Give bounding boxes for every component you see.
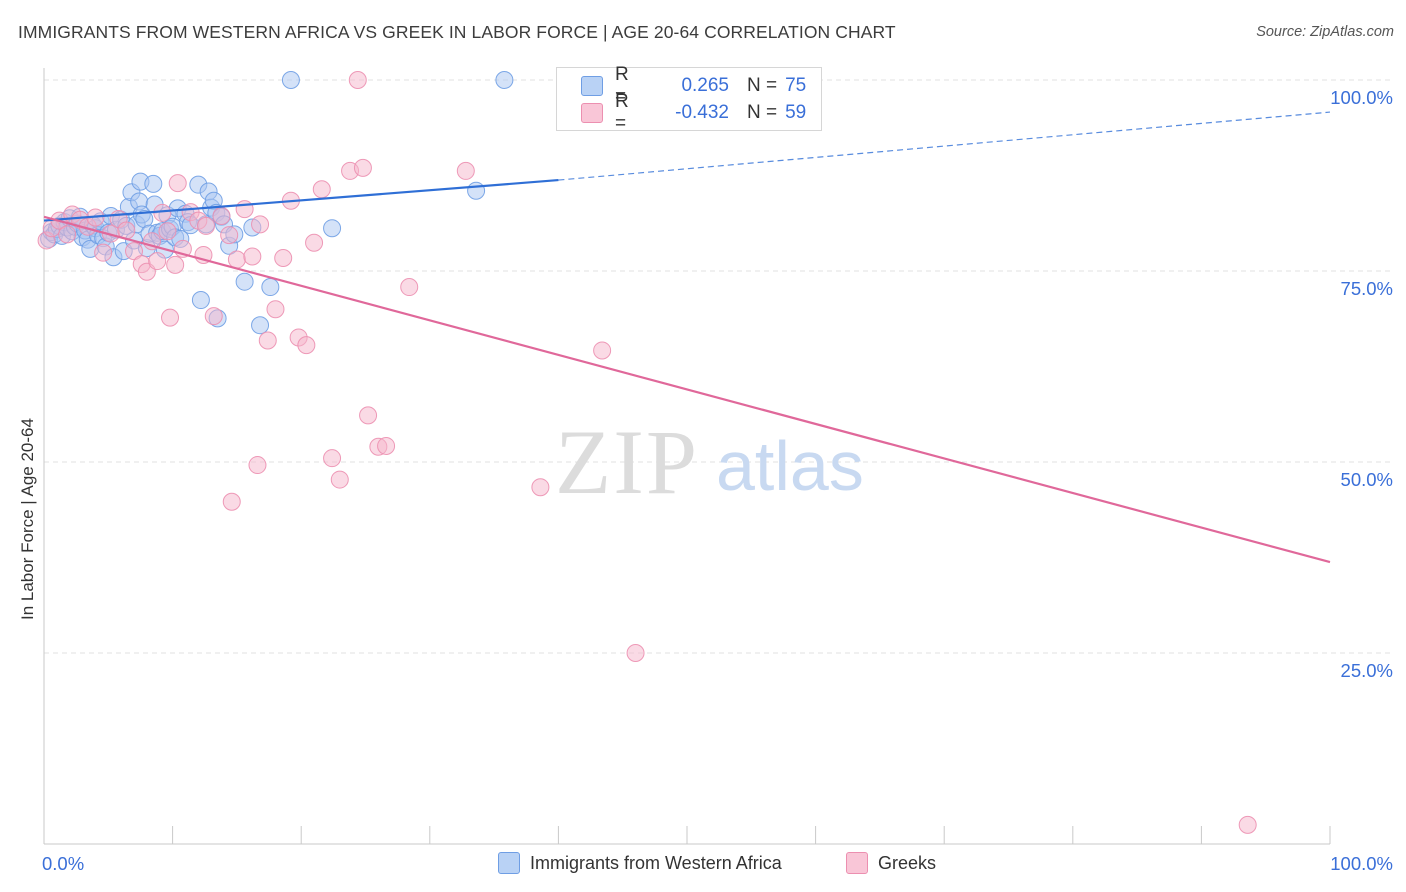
point-greeks	[348, 71, 367, 89]
correlation-legend: R = 0.265 N = 75 R = -0.432 N = 59	[556, 64, 822, 134]
point-greeks	[305, 233, 324, 252]
x-tick-label: 100.0%	[1330, 853, 1393, 874]
tick-labels: 25.0% 50.0% 75.0% 100.0% 0.0% 100.0%	[42, 87, 1393, 874]
point-western-africa	[144, 174, 163, 193]
legend-r-value: -0.432	[675, 102, 729, 123]
point-western-africa	[191, 291, 210, 310]
legend-r-value: 0.265	[681, 75, 729, 96]
point-greeks	[220, 226, 239, 245]
bottom-legend-label: Greeks	[878, 852, 937, 873]
bottom-legend-label: Immigrants from Western Africa	[530, 852, 782, 873]
point-greeks	[168, 174, 187, 193]
legend-swatch-pink	[581, 103, 603, 123]
trend-line-western-africa	[43, 178, 559, 222]
point-greeks	[161, 308, 180, 327]
legend-row-western-africa: R = 0.265 N = 75	[581, 64, 807, 107]
point-greeks	[593, 341, 612, 360]
point-greeks	[58, 225, 77, 244]
legend-swatch-blue	[581, 76, 603, 96]
point-greeks	[248, 456, 267, 475]
point-greeks	[148, 252, 167, 271]
trend-line-greeks	[43, 215, 1331, 564]
point-greeks	[323, 449, 342, 468]
point-greeks	[197, 216, 216, 235]
point-greeks	[1238, 815, 1257, 834]
point-western-africa	[281, 71, 300, 89]
legend-n-value: 59	[785, 102, 807, 123]
point-greeks	[274, 249, 293, 268]
point-western-africa	[323, 219, 342, 238]
point-greeks	[94, 243, 113, 262]
point-greeks	[166, 255, 185, 274]
y-axis-label: In Labor Force | Age 20-64	[18, 418, 37, 620]
trend-line-western-africa-extension	[558, 111, 1331, 181]
legend-n-value: 75	[785, 75, 807, 96]
point-greeks	[158, 222, 177, 241]
y-tick-label: 50.0%	[1341, 469, 1393, 490]
point-greeks	[212, 206, 231, 225]
legend-row-greeks: R = -0.432 N = 59	[581, 91, 807, 134]
point-greeks	[266, 300, 285, 319]
y-tick-label: 25.0%	[1341, 660, 1393, 681]
bottom-legend-swatch-blue	[498, 852, 520, 874]
point-greeks	[222, 492, 241, 511]
y-tick-label: 100.0%	[1330, 87, 1393, 108]
legend-r-label: R =	[615, 91, 629, 134]
trend-lines	[43, 111, 1331, 564]
y-tick-label: 75.0%	[1341, 278, 1393, 299]
legend-r-label: R =	[615, 64, 629, 107]
point-western-africa	[467, 181, 486, 200]
source-note: Source: ZipAtlas.com	[1256, 24, 1394, 40]
point-greeks	[456, 161, 475, 180]
axes	[43, 68, 1331, 845]
point-greeks	[353, 158, 372, 177]
point-greeks	[258, 331, 277, 350]
watermark-zip: ZIP	[555, 411, 699, 513]
bottom-legend-western-africa: Immigrants from Western Africa	[498, 852, 782, 874]
point-western-africa	[251, 316, 270, 335]
point-greeks	[243, 247, 262, 266]
bottom-legend-swatch-pink	[846, 852, 868, 874]
legend-n-label: N =	[747, 102, 778, 123]
point-greeks	[204, 307, 223, 326]
point-greeks	[377, 436, 396, 455]
watermark-atlas: atlas	[716, 427, 864, 505]
point-greeks	[312, 180, 331, 199]
point-greeks	[531, 478, 550, 497]
chart-title: IMMIGRANTS FROM WESTERN AFRICA VS GREEK …	[18, 22, 896, 42]
point-greeks	[153, 203, 172, 222]
point-western-africa	[495, 71, 514, 89]
bottom-legend-greeks: Greeks	[846, 852, 936, 874]
point-greeks	[359, 406, 378, 425]
point-western-africa	[235, 272, 254, 291]
point-greeks	[400, 278, 419, 297]
point-greeks	[227, 250, 246, 269]
watermark: ZIP atlas	[555, 411, 864, 513]
point-western-africa	[261, 278, 280, 297]
scatter-points	[37, 71, 1257, 834]
x-tick-label: 0.0%	[42, 853, 84, 874]
point-greeks	[251, 215, 270, 234]
point-greeks	[626, 644, 645, 662]
point-greeks	[235, 200, 254, 219]
point-greeks	[330, 470, 349, 489]
legend-n-label: N =	[747, 75, 778, 96]
point-greeks	[297, 336, 316, 355]
